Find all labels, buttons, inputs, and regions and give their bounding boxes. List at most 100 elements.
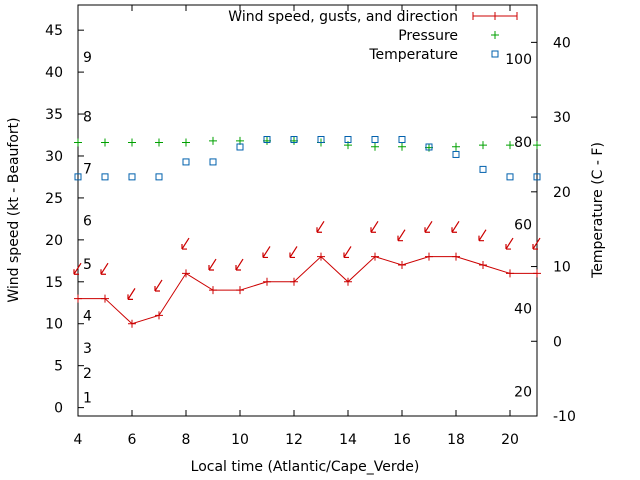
temperature-point <box>398 136 406 144</box>
y2-axis-label: Temperature (C - F) <box>590 142 606 279</box>
wind-direction-arrow <box>73 262 82 275</box>
pressure-point <box>452 142 460 151</box>
pressure-point <box>209 136 217 145</box>
x-tick-label: 12 <box>285 432 303 448</box>
y2-tick-label: -10 <box>553 409 576 425</box>
wind-direction-arrow <box>505 237 514 250</box>
beaufort-label: 9 <box>83 50 92 66</box>
temperature-point <box>344 136 352 144</box>
y-tick-label: 45 <box>45 23 63 39</box>
wind-speed-line <box>78 255 537 325</box>
pressure-point <box>533 141 541 150</box>
y2-tick-label: 0 <box>553 334 562 350</box>
wind-speed-point <box>290 277 298 286</box>
plot-frame <box>77 4 538 417</box>
wind-direction-arrow <box>235 258 244 271</box>
beaufort-label: 3 <box>83 341 92 357</box>
temperature-point <box>425 143 433 151</box>
wind-direction-arrow <box>532 237 541 250</box>
wind-speed-point <box>128 319 136 328</box>
y2-tick-label: 30 <box>553 110 571 126</box>
pressure-point <box>479 141 487 150</box>
wind-speed-point <box>398 261 406 270</box>
wind-direction-arrow <box>397 229 406 242</box>
pressure-point <box>128 138 136 147</box>
fahrenheit-label: 20 <box>514 384 532 400</box>
legend-swatch-wind <box>472 12 518 20</box>
pressure-point <box>506 141 514 150</box>
temperature-point <box>533 173 541 181</box>
wind-direction-arrow <box>451 220 460 233</box>
temperature-point <box>209 158 217 166</box>
wind-direction-arrow <box>478 229 487 242</box>
pressure-point <box>74 138 82 147</box>
y-tick-label: 10 <box>45 317 63 333</box>
pressure-point <box>398 142 406 151</box>
temperature-point <box>317 136 325 144</box>
legend-label-wind: Wind speed, gusts, and direction <box>228 9 458 25</box>
beaufort-label: 1 <box>83 391 92 407</box>
x-tick-label: 4 <box>74 432 83 448</box>
pressure-point <box>182 138 190 147</box>
y2-tick-label: 20 <box>553 185 571 201</box>
temperature-point <box>236 143 244 151</box>
wind-direction-arrow <box>181 237 190 250</box>
wind-speed-point <box>452 252 460 261</box>
wind-speed-point <box>209 286 217 295</box>
legend: Wind speed, gusts, and direction Pressure… <box>228 9 518 63</box>
y-tick-label: 20 <box>45 233 63 249</box>
beaufort-label: 6 <box>83 214 92 230</box>
temperature-point <box>128 173 136 181</box>
wind-direction-arrow <box>370 220 379 233</box>
legend-swatch-pressure <box>491 31 499 39</box>
beaufort-label: 4 <box>83 308 92 324</box>
fahrenheit-label: 40 <box>514 301 532 317</box>
fahrenheit-label: 80 <box>514 135 532 151</box>
pressure-point <box>371 142 379 151</box>
temperature-point <box>452 150 460 158</box>
x-tick-label: 10 <box>231 432 249 448</box>
fahrenheit-label: 60 <box>514 218 532 234</box>
wind-direction-arrow <box>127 288 136 300</box>
temperature-point <box>371 136 379 144</box>
temperature-point <box>479 165 487 173</box>
wind-direction-arrow <box>424 220 433 233</box>
wind-speed-point <box>236 286 244 295</box>
pressure-point <box>101 138 109 147</box>
wind-speed-point <box>344 277 352 286</box>
y-tick-label: 30 <box>45 149 63 165</box>
beaufort-label: 7 <box>83 162 92 178</box>
legend-label-pressure: Pressure <box>398 28 458 44</box>
y-tick-label: 15 <box>45 275 63 291</box>
pressure-point <box>155 138 163 147</box>
beaufort-label: 5 <box>83 257 92 273</box>
x-tick-label: 6 <box>128 432 137 448</box>
wind-speed-point <box>317 252 325 261</box>
temperature-point <box>263 136 271 144</box>
wind-speed-point <box>533 269 541 278</box>
wind-direction-arrow <box>316 220 325 233</box>
wind-direction-arrow <box>262 246 271 259</box>
axes-layer: 4 6 8 10 12 14 16 18 20051015202530354045-100102… <box>45 4 576 448</box>
y-tick-label: 5 <box>54 359 63 375</box>
temperature-point <box>155 173 163 181</box>
temperature-point <box>506 173 514 181</box>
wind-speed-point <box>74 294 82 303</box>
wind-speed-point <box>506 269 514 278</box>
y-tick-label: 35 <box>45 107 63 123</box>
temperature-point <box>182 158 190 166</box>
y-tick-label: 25 <box>45 191 63 207</box>
x-tick-label: 18 <box>447 432 465 448</box>
legend-label-temperature: Temperature <box>368 47 458 63</box>
y-axis-label: Wind speed (kt - Beaufort) <box>6 117 22 302</box>
legend-swatch-temperature <box>491 50 499 58</box>
wind-direction-arrow <box>343 246 352 259</box>
x-axis-label: Local time (Atlantic/Cape_Verde) <box>191 459 420 475</box>
x-tick-label: 8 <box>182 432 191 448</box>
temperature-point <box>74 173 82 181</box>
beaufort-label: 2 <box>83 366 92 382</box>
x-tick-label: 14 <box>339 432 357 448</box>
wind-speed-point <box>155 311 163 320</box>
temperature-point <box>290 136 298 144</box>
